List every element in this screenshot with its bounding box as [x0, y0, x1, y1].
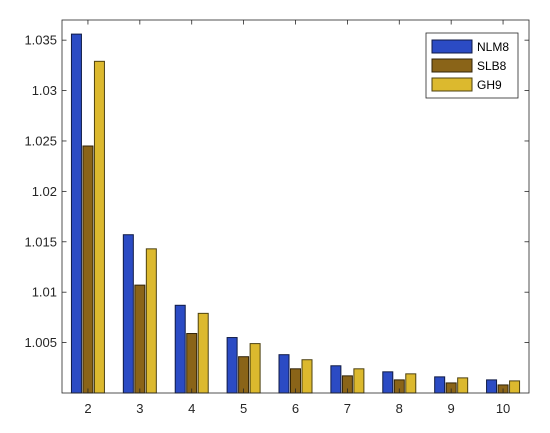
- bar-gh9-8: [405, 373, 417, 394]
- x-tick-label-8: 8: [396, 401, 403, 416]
- x-tick-label-5: 5: [240, 401, 247, 416]
- bar-gh9-7: [353, 368, 365, 394]
- legend-swatch-gh9: [431, 77, 473, 92]
- bar-gh9-2: [93, 60, 105, 394]
- bar-gh9-4: [197, 312, 209, 394]
- y-tick-label-1.02: 1.02: [32, 184, 57, 199]
- legend-label-slb8: SLB8: [477, 59, 507, 73]
- bar-nlm8-5: [226, 337, 238, 394]
- bar-gh9-5: [249, 343, 261, 394]
- bar-slb8-4: [186, 333, 198, 394]
- bar-gh9-3: [145, 248, 157, 394]
- bar-gh9-10: [509, 380, 521, 394]
- bar-gh9-9: [457, 377, 469, 394]
- y-tick-label-1.015: 1.015: [24, 234, 57, 249]
- x-tick-label-7: 7: [344, 401, 351, 416]
- bar-nlm8-4: [174, 304, 186, 394]
- bar-nlm8-9: [434, 376, 446, 394]
- legend-label-nlm8: NLM8: [477, 40, 509, 54]
- bar-nlm8-3: [122, 234, 134, 394]
- bar-nlm8-7: [330, 365, 342, 394]
- bar-nlm8-6: [278, 354, 290, 394]
- legend-swatch-nlm8: [431, 39, 473, 54]
- legend-label-gh9: GH9: [477, 78, 502, 92]
- axes: 1.005 1.01 1.015 1.02 1.025 1.03 1.035 2 3 4 5 6 7 8 9…: [24, 19, 530, 416]
- bar-nlm8-2: [70, 33, 82, 394]
- legend-swatch-slb8: [431, 58, 473, 73]
- legend: NLM8 SLB8 GH9: [425, 32, 519, 99]
- x-tick-label-2: 2: [84, 401, 91, 416]
- bar-nlm8-8: [382, 371, 394, 394]
- y-tick-label-1.01: 1.01: [32, 285, 57, 300]
- y-tick-label-1.035: 1.035: [24, 33, 57, 48]
- bar-slb8-3: [134, 284, 146, 394]
- bar-nlm8-10: [486, 379, 498, 394]
- y-tick-label-1.025: 1.025: [24, 133, 57, 148]
- x-tick-label-9: 9: [448, 401, 455, 416]
- x-tick-label-6: 6: [292, 401, 299, 416]
- bar-gh9-6: [301, 359, 313, 394]
- x-tick-label-10: 10: [496, 401, 510, 416]
- x-tick-label-3: 3: [136, 401, 143, 416]
- y-tick-label-1.005: 1.005: [24, 335, 57, 350]
- x-tick-label-4: 4: [188, 401, 195, 416]
- y-tick-label-1.03: 1.03: [32, 83, 57, 98]
- bar-slb8-5: [238, 356, 250, 394]
- bar-slb8-2: [82, 145, 94, 394]
